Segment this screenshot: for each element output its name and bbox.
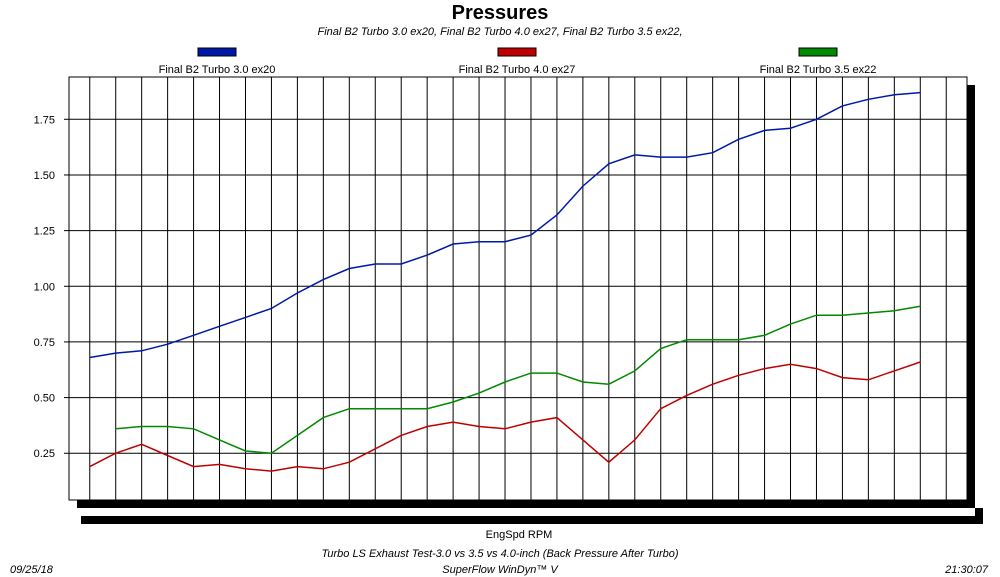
x-tick-label: 4000 xyxy=(259,515,283,527)
footer-software: SuperFlow WinDyn™ V xyxy=(442,564,559,576)
series-line-0 xyxy=(89,91,921,359)
series-line-1 xyxy=(89,361,921,472)
y-tick-label: 0.75 xyxy=(34,337,55,349)
legend-label-2: Final B2 Turbo 3.5 ex22 xyxy=(760,64,877,76)
y-tick-label: 1.25 xyxy=(34,226,55,238)
footer-time: 21:30:07 xyxy=(944,564,989,576)
y-tick-label: 1.75 xyxy=(34,114,55,126)
x-tick-label: 5500 xyxy=(649,515,673,527)
footer-date: 09/25/18 xyxy=(10,564,54,576)
legend-label-0: Final B2 Turbo 3.0 ex20 xyxy=(159,64,276,76)
y-tick-label: 0.25 xyxy=(34,448,55,460)
y-tick-label: 0.50 xyxy=(34,393,55,405)
x-tick-label: 4500 xyxy=(389,515,413,527)
xaxis-panel-shadow xyxy=(81,508,983,524)
x-tick-label: 5000 xyxy=(519,515,543,527)
x-axis: 3500 4000 4500 5000 5500 6000 6500 xyxy=(129,515,932,527)
series-lines xyxy=(89,91,921,472)
chart-title: Pressures xyxy=(452,2,549,24)
legend: Final B2 Turbo 3.0 ex20 Final B2 Turbo 4.… xyxy=(159,47,877,76)
y-tick-label: 1.50 xyxy=(34,170,55,182)
footer-description: Turbo LS Exhaust Test-3.0 vs 3.5 vs 4.0-… xyxy=(321,548,678,560)
y-axis: 0.25 0.50 0.75 1.00 1.25 1.50 1.75 xyxy=(34,114,69,460)
legend-label-1: Final B2 Turbo 4.0 ex27 xyxy=(459,64,576,76)
x-tick-label: 6000 xyxy=(778,515,802,527)
chart-subtitle: Final B2 Turbo 3.0 ex20, Final B2 Turbo … xyxy=(317,26,682,38)
y-tick-label: 1.00 xyxy=(34,281,55,293)
x-tick-label: 6500 xyxy=(908,515,932,527)
legend-swatch-0 xyxy=(197,47,237,57)
legend-swatch-1 xyxy=(497,47,537,57)
series-line-2 xyxy=(115,305,921,454)
legend-swatch-2 xyxy=(798,47,838,57)
x-axis-label: EngSpd RPM xyxy=(486,529,553,541)
plot-area xyxy=(68,76,968,501)
x-tick-label: 3500 xyxy=(129,515,153,527)
